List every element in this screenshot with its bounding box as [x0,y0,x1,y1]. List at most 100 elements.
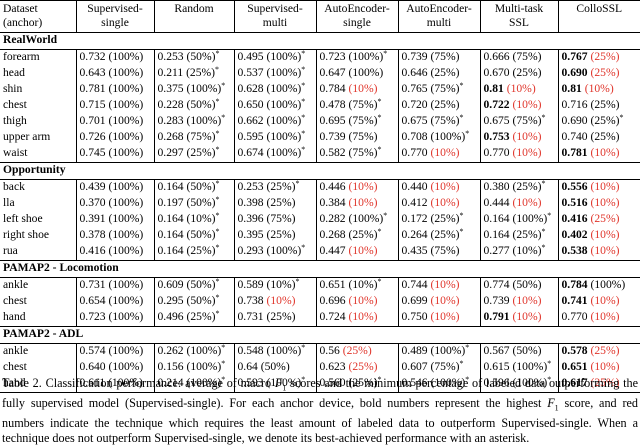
result-cell: 0.765 (75%)* [397,82,480,98]
result-cell: 0.595 (100%)* [233,130,316,146]
table-row: lla 0.370 (100%) 0.197 (50%)* 0.398 (25%) 0.… [0,196,640,212]
asterisk-marker: * [459,360,464,368]
result-cell: 0.699 (10%) [397,294,480,310]
asterisk-marker: * [619,114,624,122]
result-cell: 0.489 (100%)* [397,343,480,360]
asterisk-marker: * [465,130,470,138]
asterisk-marker: * [301,376,306,384]
f1-value: 0.770 [483,146,510,159]
asterisk-marker: * [377,114,382,122]
result-cell: 0.770 (10%) [557,310,640,327]
label-percentage: (100%) [108,50,144,63]
result-cell: 0.478 (75%)* [315,98,398,114]
f1-value: 0.228 [157,98,184,111]
f1-value: 0.295 [157,294,184,307]
result-cell: 0.662 (100%)* [233,114,316,130]
column-header-line2: single [101,16,129,29]
f1-value: 0.164 [157,212,184,225]
label-percentage: (25%) [590,344,620,357]
f1-value: 0.750 [401,310,428,323]
asterisk-marker: * [301,66,306,74]
anchor-cell: lla [3,196,15,209]
label-percentage: (75%) [512,50,542,63]
result-cell: 0.716 (25%) [557,98,640,114]
asterisk-marker: * [215,49,220,58]
label-percentage: (100%) [108,98,144,111]
f1-symbol: F1 [274,376,287,393]
column-header-line1: Random [174,2,214,15]
label-percentage: (75%) [430,50,460,63]
label-percentage: (10%) [266,278,296,291]
table-row: hand 0.723 (100%) 0.496 (25%)* 0.731 (25%) 0… [0,310,640,327]
f1-value: 0.556 [561,180,588,193]
label-percentage: (100%) [430,376,466,389]
table-row: ankle 0.731 (100%) 0.609 (50%)* 0.589 (10%)… [0,277,640,294]
result-cell: 0.396 (75%) [233,212,316,228]
asterisk-marker: * [465,343,470,352]
f1-value: 0.628 [237,82,264,95]
result-cell: 0.197 (50%)* [153,196,234,212]
f1-value: 0.277 [483,244,510,257]
label-percentage: (75%) [430,360,460,373]
f1-value: 0.416 [79,244,106,257]
anchor-cell: right shoe [3,228,50,241]
f1-value: 0.643 [79,66,106,79]
result-cell: 0.164 (100%)* [479,212,558,228]
column-header-line1: ColloSSL [576,2,623,15]
asterisk-marker: * [301,244,306,252]
result-cell: 0.268 (25%)* [315,228,398,244]
f1-value: 0.726 [79,130,106,143]
f1-value: 0.293 [237,244,264,257]
f1-value: 0.548 [237,344,264,357]
anchor-cell: hand [0,376,76,393]
result-cell: 0.253 (25%)* [233,179,316,196]
label-percentage: (100%) [186,376,222,389]
result-cell: 0.435 (75%) [397,244,480,261]
f1-value: 0.715 [79,98,106,111]
asterisk-marker: * [383,49,388,58]
label-percentage: (25%) [590,376,620,389]
asterisk-marker: * [215,310,220,318]
f1-value: 0.647 [319,66,346,79]
asterisk-marker: * [541,244,546,252]
f1-value: 0.699 [401,294,428,307]
f1-value: 0.64 [237,360,258,373]
result-cell: 0.164 (10%)* [153,212,234,228]
f1-value: 0.738 [237,294,264,307]
results-table: Dataset (anchor) Supervised-single Random Su… [0,0,640,393]
asterisk-marker: * [221,360,226,368]
table-row: chest 0.715 (100%) 0.228 (50%)* 0.650 (100%… [0,98,640,114]
label-percentage: (100%) [108,294,144,307]
result-cell: 0.791 (10%) [479,310,558,327]
label-percentage: (10%) [512,310,542,323]
f1-value: 0.696 [319,294,346,307]
result-cell: 0.228 (50%)* [153,98,234,114]
f1-value: 0.268 [319,228,346,241]
result-cell: 0.596 (100%)* [479,376,558,393]
label-percentage: (100%) [266,376,302,389]
f1-value: 0.478 [319,98,346,111]
column-header: Supervised-multi [233,0,316,33]
f1-value: 0.740 [561,130,588,143]
label-percentage: (10%) [590,146,620,159]
result-cell: 0.384 (10%) [315,196,398,212]
f1-value: 0.651 [561,360,588,373]
anchor-cell: forearm [3,50,40,63]
result-cell: 0.546 (100%)* [397,376,480,393]
asterisk-marker: * [377,146,382,154]
column-header-line1: Supervised- [247,2,303,15]
f1-value: 0.651 [319,278,346,291]
label-percentage: (100%) [266,130,302,143]
f1-value: 0.701 [79,114,106,127]
column-header: Multi-task SSL [479,0,558,33]
asterisk-marker: * [541,228,546,236]
label-percentage: (100%) [186,82,222,95]
f1-value: 0.774 [483,278,510,291]
label-percentage: (100%) [108,146,144,159]
label-percentage: (75%) [348,146,378,159]
f1-value: 0.439 [79,180,106,193]
result-cell: 0.398 (25%) [233,196,316,212]
result-cell: 0.56 (25%) [315,343,398,360]
label-percentage: (25%) [430,228,460,241]
f1-value: 0.650 [237,98,264,111]
